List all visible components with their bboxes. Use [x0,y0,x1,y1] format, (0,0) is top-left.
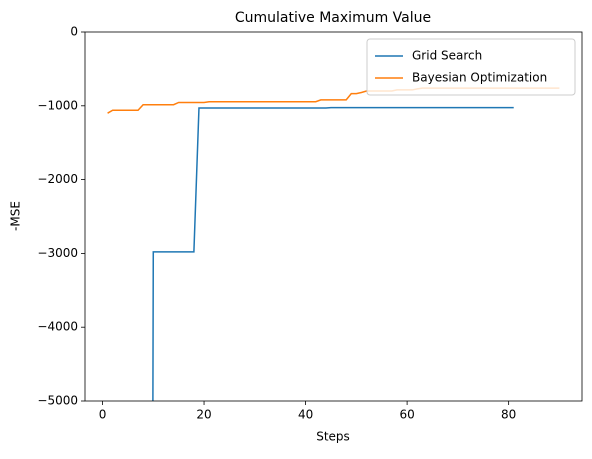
plot-frame [84,31,583,402]
y-axis-label: -MSE [9,201,23,231]
y-tick-label: −2000 [37,172,78,186]
x-axis-label: Steps [316,430,350,444]
x-tick-label: 40 [298,408,313,422]
legend-label: Grid Search [412,49,482,63]
y-tick-label: −4000 [37,320,78,334]
legend-box [366,38,576,96]
series-line [152,106,514,401]
chart-title: Cumulative Maximum Value [235,10,431,26]
x-tick-label: 20 [196,408,211,422]
plot-lines [107,87,560,401]
y-tick-label: −1000 [37,98,78,112]
x-tick-label: 0 [99,408,107,422]
x-tick-label: 80 [501,408,516,422]
y-tick-label: −3000 [37,246,78,260]
legend-label: Bayesian Optimization [412,71,547,85]
x-tick-label: 60 [399,408,414,422]
y-tick-label: 0 [70,25,78,39]
y-tick-label: −5000 [37,394,78,408]
